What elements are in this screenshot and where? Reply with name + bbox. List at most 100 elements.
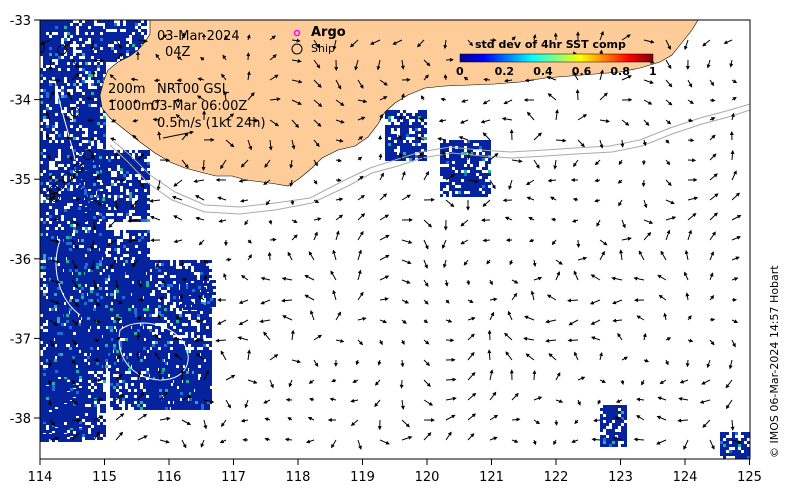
sst-cell [52, 113, 55, 116]
sst-cell [100, 50, 103, 53]
sst-cell [102, 245, 105, 248]
sst-cell [113, 275, 116, 278]
sst-cell [99, 162, 102, 165]
sst-cell [88, 233, 91, 236]
sst-cell [91, 176, 94, 179]
sst-cell [197, 332, 200, 335]
sst-cell [46, 95, 49, 98]
sst-cell [82, 434, 85, 437]
sst-cell [85, 401, 88, 404]
sst-cell [131, 266, 134, 269]
sst-cell [105, 38, 108, 41]
sst-cell [43, 338, 46, 341]
sst-cell [105, 56, 108, 59]
sst-cell [67, 374, 70, 377]
sst-cell [144, 236, 147, 239]
sst-cell [72, 242, 75, 245]
sst-cell [79, 227, 82, 230]
sst-cell [64, 377, 67, 380]
sst-cell [93, 338, 96, 341]
sst-cell [46, 356, 49, 359]
sst-cell [67, 95, 70, 98]
sst-cell [144, 245, 147, 248]
sst-cell [170, 266, 173, 269]
sst-cell [134, 308, 137, 311]
sst-cell [97, 131, 100, 134]
sst-cell [99, 323, 102, 326]
sst-cell [61, 68, 64, 71]
sst-cell [161, 332, 164, 335]
sst-cell [52, 341, 55, 344]
sst-cell [49, 425, 52, 428]
sst-cell [164, 269, 167, 272]
sst-cell [203, 287, 206, 290]
sst-cell [113, 335, 116, 338]
sst-cell [116, 311, 119, 314]
sst-cell [73, 83, 76, 86]
sst-cell [70, 239, 73, 242]
sst-cell [76, 146, 79, 149]
sst-cell [54, 311, 57, 314]
sst-cell [120, 207, 123, 210]
sst-cell [40, 149, 43, 152]
sst-cell [63, 308, 66, 311]
sst-cell [97, 119, 100, 122]
sst-cell [94, 26, 97, 29]
sst-cell [76, 104, 79, 107]
sst-cell [116, 296, 119, 299]
sst-cell [85, 20, 88, 23]
sst-cell [97, 125, 100, 128]
sst-cell [78, 260, 81, 263]
sst-cell [188, 329, 191, 332]
sst-cell [135, 192, 138, 195]
sst-cell [88, 89, 91, 92]
sst-cell [51, 269, 54, 272]
sst-cell [76, 122, 79, 125]
sst-cell [96, 368, 99, 371]
sst-cell [48, 350, 51, 353]
sst-cell [185, 320, 188, 323]
sst-cell [72, 329, 75, 332]
sst-cell [69, 326, 72, 329]
sst-cell [81, 305, 84, 308]
sst-cell [40, 137, 43, 140]
sst-cell [78, 159, 81, 162]
sst-cell [73, 80, 76, 83]
sst-cell [76, 59, 79, 62]
sst-cell [67, 173, 70, 176]
sst-cell [126, 47, 129, 50]
sst-cell [43, 368, 46, 371]
sst-cell [43, 167, 46, 170]
sst-cell [100, 86, 103, 89]
sst-cell [93, 269, 96, 272]
sst-cell [206, 314, 209, 317]
sst-cell [58, 26, 61, 29]
sst-cell [64, 92, 67, 95]
sst-cell [147, 236, 150, 239]
sst-cell [40, 347, 43, 350]
sst-cell [46, 260, 49, 263]
sst-cell [170, 290, 173, 293]
sst-cell [129, 44, 132, 47]
sst-cell [58, 119, 61, 122]
sst-cell [90, 186, 93, 189]
sst-cell [90, 165, 93, 168]
sst-cell [55, 104, 58, 107]
sst-cell [90, 278, 93, 281]
sst-cell [93, 278, 96, 281]
sst-cell [105, 41, 108, 44]
sst-cell [103, 122, 106, 125]
sst-cell [76, 326, 79, 329]
sst-cell [114, 59, 117, 62]
sst-cell [51, 248, 54, 251]
sst-cell [125, 260, 128, 263]
sst-cell [55, 128, 58, 131]
sst-cell [79, 302, 82, 305]
sst-cell [84, 213, 87, 216]
sst-cell [102, 266, 105, 269]
sst-cell [114, 263, 117, 266]
sst-cell [70, 86, 73, 89]
sst-cell [81, 359, 84, 362]
sst-cell [113, 305, 116, 308]
sst-cell [90, 216, 93, 219]
